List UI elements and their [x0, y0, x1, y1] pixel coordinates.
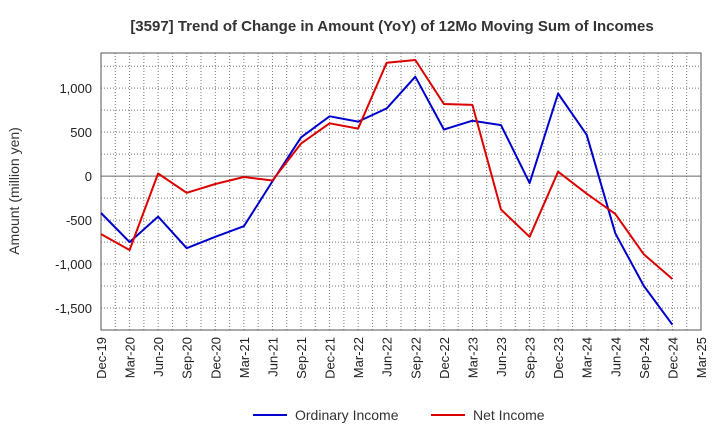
series-lines	[100, 59, 674, 326]
y-tick-label: -1,500	[55, 301, 92, 316]
x-tick-label: Sep-21	[294, 337, 309, 379]
plot-area-frame	[100, 52, 702, 331]
x-tick-label: Mar-25	[694, 337, 709, 378]
x-tick-label: Jun-21	[265, 337, 280, 377]
x-tick-label: Dec-19	[94, 337, 109, 379]
x-tick-label: Sep-22	[408, 337, 423, 379]
y-tick-label: 1,000	[59, 81, 92, 96]
x-tick-label: Jun-22	[380, 337, 395, 377]
x-tick-label: Jun-20	[151, 337, 166, 377]
y-axis-label: Amount (million yen)	[6, 127, 22, 255]
ordinary-income-line	[100, 75, 674, 326]
x-tick-label: Sep-20	[180, 337, 195, 379]
y-tick-label: 0	[85, 169, 92, 184]
y-tick-label: -1,000	[55, 257, 92, 272]
x-tick-label: Mar-20	[123, 337, 138, 378]
chart-title: [3597] Trend of Change in Amount (YoY) o…	[130, 18, 653, 35]
x-tick-label: Dec-20	[208, 337, 223, 379]
ordinary-income-legend-label: Ordinary Income	[295, 407, 399, 423]
x-tick-label: Jun-24	[608, 337, 623, 377]
grid	[100, 53, 702, 331]
x-tick-label: Mar-23	[465, 337, 480, 378]
y-tick-label: 500	[70, 125, 92, 140]
x-tick-label: Dec-24	[665, 337, 680, 379]
x-tick-label: Sep-23	[523, 337, 538, 379]
net-income-line	[100, 59, 674, 280]
y-axis-ticks: 1,000 500 0 -500 -1,000 -1,500	[55, 81, 92, 316]
x-tick-label: Dec-21	[323, 337, 338, 379]
x-tick-label: Sep-24	[637, 337, 652, 379]
x-tick-label: Mar-22	[351, 337, 366, 378]
x-tick-label: Mar-21	[237, 337, 252, 378]
x-axis-ticks: Dec-19 Mar-20 Jun-20 Sep-20 Dec-20 Mar-21 Jun-…	[94, 337, 709, 379]
x-tick-label: Dec-22	[437, 337, 452, 379]
legend: Ordinary Income Net Income	[253, 407, 545, 423]
x-tick-label: Jun-23	[494, 337, 509, 377]
y-tick-label: -500	[66, 213, 92, 228]
net-income-legend-label: Net Income	[473, 407, 545, 423]
x-tick-label: Dec-23	[551, 337, 566, 379]
x-tick-label: Mar-24	[580, 337, 595, 378]
